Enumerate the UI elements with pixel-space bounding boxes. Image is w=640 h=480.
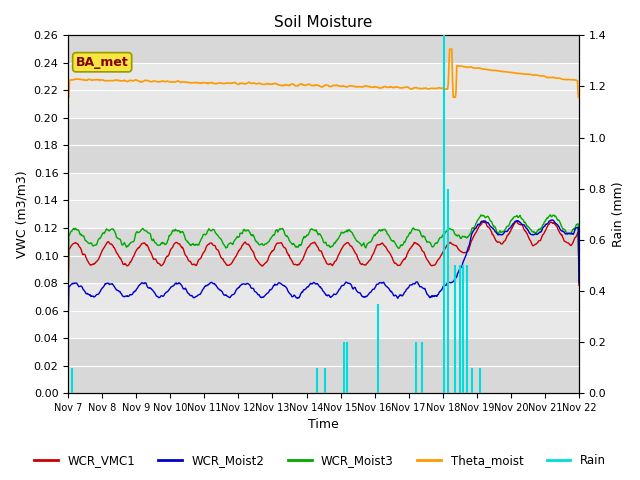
Text: BA_met: BA_met: [76, 56, 129, 69]
Bar: [68, 36, 579, 63]
X-axis label: Time: Time: [308, 419, 339, 432]
Bar: [68, 118, 579, 173]
Y-axis label: Rain (mm): Rain (mm): [612, 181, 625, 247]
Y-axis label: VWC (m3/m3): VWC (m3/m3): [15, 170, 28, 258]
Bar: [68, 228, 579, 283]
Title: Soil Moisture: Soil Moisture: [275, 15, 372, 30]
Bar: [68, 283, 579, 338]
Bar: [68, 338, 579, 393]
Bar: [68, 63, 579, 118]
Bar: [68, 173, 579, 228]
Legend: WCR_VMC1, WCR_Moist2, WCR_Moist3, Theta_moist, Rain: WCR_VMC1, WCR_Moist2, WCR_Moist3, Theta_…: [29, 449, 611, 472]
